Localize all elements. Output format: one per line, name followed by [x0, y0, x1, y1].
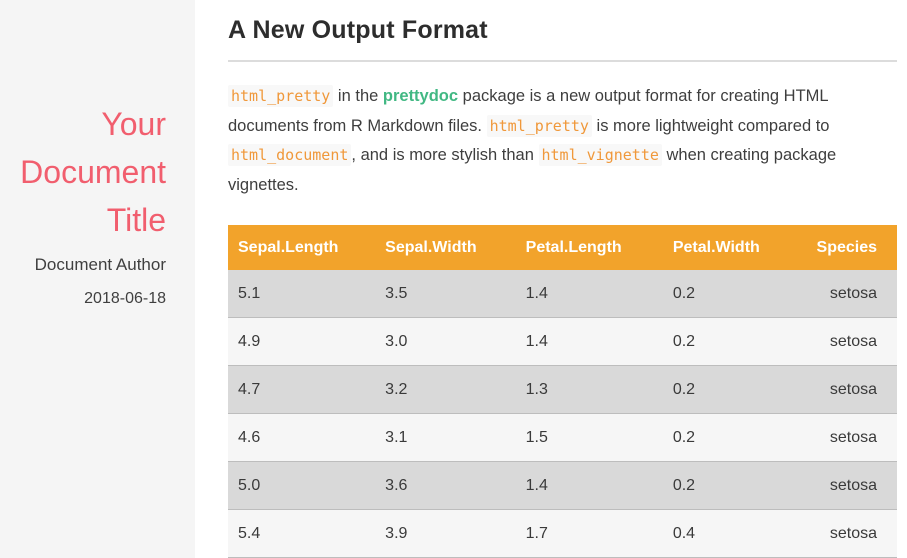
table-row: 4.7 3.2 1.3 0.2 setosa: [228, 365, 897, 414]
table-row: 5.1 3.5 1.4 0.2 setosa: [228, 270, 897, 318]
table-cell: 5.1: [228, 270, 376, 318]
table-cell: 0.2: [662, 413, 797, 462]
section-heading: A New Output Format: [228, 16, 488, 44]
paragraph-text: in the: [333, 87, 383, 105]
table-row: 4.9 3.0 1.4 0.2 setosa: [228, 317, 897, 366]
table-cell: 1.4: [515, 461, 663, 510]
table-cell: 0.2: [662, 317, 797, 366]
document-date: 2018-06-18: [84, 290, 166, 307]
paragraph-text: when creating package vignettes.: [228, 146, 837, 194]
table-row: 4.6 3.1 1.5 0.2 setosa: [228, 413, 897, 462]
table-cell: 5.0: [228, 461, 376, 510]
table-cell: 1.5: [515, 413, 663, 462]
table-cell: 5.4: [228, 509, 376, 558]
table-header-row: Sepal.Length Sepal.Width Petal.Length Petal…: [228, 225, 897, 270]
table-cell: 1.7: [515, 509, 663, 558]
table-cell: 3.2: [375, 365, 516, 414]
table-cell: setosa: [796, 270, 897, 318]
inline-code: html_document: [228, 144, 352, 166]
heading-divider: [228, 60, 897, 62]
sidebar: Your Document Title Document Author 2018…: [0, 0, 195, 558]
table-cell: 0.2: [662, 365, 797, 414]
table-cell: 0.2: [662, 270, 797, 318]
table-cell: 4.6: [228, 413, 376, 462]
table-cell: 1.4: [515, 270, 663, 318]
table-cell: setosa: [796, 461, 897, 510]
document-author: Document Author: [34, 255, 166, 274]
document-title: Your Document Title: [20, 106, 166, 238]
table-cell: 3.5: [375, 270, 516, 318]
table-cell: 1.4: [515, 317, 663, 366]
prettydoc-link[interactable]: prettydoc: [382, 87, 459, 105]
column-header-species: Species: [796, 225, 897, 270]
table-cell: 4.9: [228, 317, 376, 366]
table-cell: setosa: [796, 365, 897, 414]
table-cell: 0.2: [662, 461, 797, 510]
column-header-sepal-width: Sepal.Width: [375, 225, 516, 270]
table-cell: 3.1: [375, 413, 516, 462]
paragraph-text: is more lightweight compared to: [591, 116, 830, 135]
table-cell: 3.6: [375, 461, 516, 510]
main-content: A New Output Format html_pretty in the p…: [195, 0, 907, 558]
paragraph-text: package is a new output format for creat…: [228, 87, 828, 135]
inline-code: html_vignette: [538, 144, 662, 166]
column-header-petal-length: Petal.Length: [515, 225, 663, 270]
table-row: 5.0 3.6 1.4 0.2 setosa: [228, 461, 897, 510]
column-header-petal-width: Petal.Width: [662, 225, 797, 270]
table-cell: 0.4: [662, 509, 797, 558]
column-header-sepal-length: Sepal.Length: [228, 225, 376, 270]
table-row: 5.4 3.9 1.7 0.4 setosa: [228, 509, 897, 558]
iris-table: Sepal.Length Sepal.Width Petal.Length Petal…: [228, 225, 897, 558]
table-cell: 1.3: [515, 365, 663, 414]
inline-code: html_pretty: [228, 85, 334, 107]
table-cell: 3.0: [375, 317, 516, 366]
table-cell: setosa: [796, 317, 897, 366]
table-cell: setosa: [796, 413, 897, 462]
table-cell: setosa: [796, 509, 897, 558]
table-cell: 3.9: [375, 509, 516, 558]
intro-paragraph: html_pretty in the prettydoc package is …: [228, 82, 897, 200]
inline-code: html_pretty: [486, 114, 592, 137]
paragraph-text: , and is more stylish than: [351, 146, 539, 164]
table-cell: 4.7: [228, 365, 376, 414]
